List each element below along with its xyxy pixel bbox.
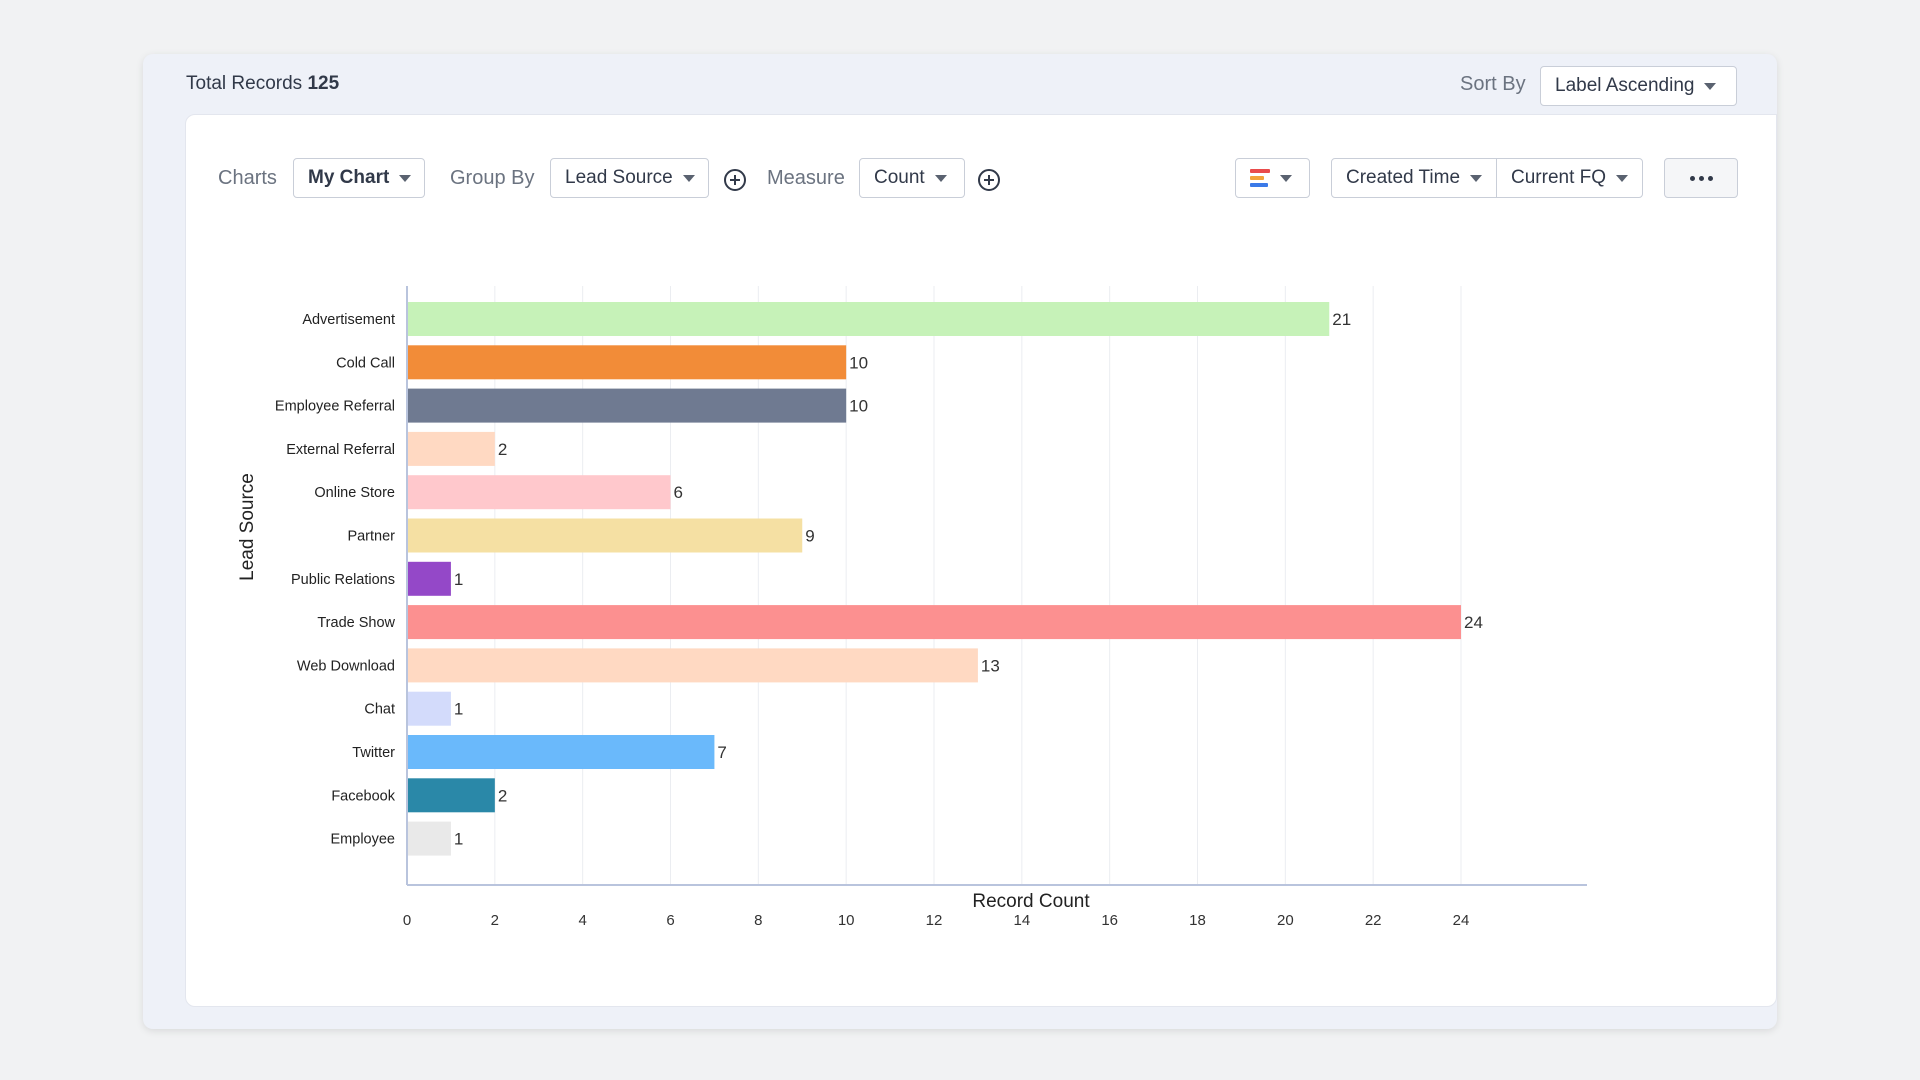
time-period-dropdown[interactable]: Current FQ bbox=[1496, 158, 1643, 198]
chevron-down-icon bbox=[1470, 174, 1483, 182]
x-tick-label: 24 bbox=[1453, 912, 1470, 929]
y-tick-label: Cold Call bbox=[336, 355, 395, 371]
charts-value: My Chart bbox=[308, 167, 390, 188]
group-by-dropdown[interactable]: Lead Source bbox=[550, 158, 709, 198]
chart-panel: Total Records 125 Sort By Label Ascendin… bbox=[143, 54, 1777, 1029]
y-tick-label: External Referral bbox=[286, 442, 395, 458]
bar bbox=[408, 605, 1461, 640]
x-tick-label: 18 bbox=[1189, 912, 1206, 929]
panel-header: Total Records 125 Sort By Label Ascendin… bbox=[143, 54, 1777, 114]
bar bbox=[408, 821, 451, 856]
bar bbox=[408, 518, 803, 553]
y-tick-label: Chat bbox=[364, 702, 395, 718]
measure-dropdown[interactable]: Count bbox=[859, 158, 965, 198]
data-label: 9 bbox=[805, 527, 814, 546]
x-tick-label: 22 bbox=[1365, 912, 1382, 929]
data-label: 7 bbox=[717, 743, 726, 762]
chart-card: Charts My Chart Group By Lead Source Mea… bbox=[185, 114, 1777, 1007]
data-label: 10 bbox=[849, 397, 868, 416]
y-tick-label: Employee bbox=[331, 832, 395, 848]
bar bbox=[408, 475, 671, 510]
measure-value: Count bbox=[874, 167, 925, 188]
total-records-value: 125 bbox=[307, 73, 340, 94]
bar bbox=[408, 691, 451, 726]
x-axis-title: Record Count bbox=[972, 891, 1090, 912]
chevron-down-icon bbox=[1616, 174, 1629, 182]
y-tick-label: Facebook bbox=[331, 788, 395, 804]
sort-by-label: Sort By bbox=[1460, 73, 1526, 95]
bar bbox=[408, 561, 451, 596]
horizontal-bar-chart-icon bbox=[1250, 169, 1270, 187]
x-tick-label: 2 bbox=[491, 912, 499, 929]
data-label: 1 bbox=[454, 830, 463, 849]
time-field-dropdown[interactable]: Created Time bbox=[1331, 158, 1497, 198]
chevron-down-icon bbox=[1704, 82, 1717, 90]
time-field-value: Created Time bbox=[1346, 167, 1461, 188]
y-tick-label: Trade Show bbox=[317, 615, 395, 631]
more-options-button[interactable] bbox=[1664, 158, 1738, 198]
data-label: 24 bbox=[1464, 613, 1483, 632]
add-group-icon[interactable] bbox=[724, 169, 746, 191]
bar bbox=[408, 735, 715, 769]
chevron-down-icon bbox=[934, 174, 947, 182]
x-tick-label: 0 bbox=[403, 912, 411, 929]
bar bbox=[408, 388, 847, 423]
data-label: 10 bbox=[849, 353, 868, 372]
y-tick-label: Public Relations bbox=[291, 572, 395, 588]
y-tick-label: Twitter bbox=[352, 745, 395, 761]
data-label: 13 bbox=[981, 656, 1000, 675]
bar bbox=[408, 648, 978, 683]
x-tick-label: 14 bbox=[1013, 912, 1030, 929]
bar bbox=[408, 778, 495, 813]
sort-by-value: Label Ascending bbox=[1555, 75, 1695, 96]
x-tick-label: 12 bbox=[926, 912, 943, 929]
chevron-down-icon bbox=[682, 174, 695, 182]
chart-type-dropdown[interactable] bbox=[1235, 158, 1310, 198]
x-tick-label: 6 bbox=[666, 912, 674, 929]
y-tick-label: Partner bbox=[347, 529, 395, 545]
x-tick-label: 10 bbox=[838, 912, 855, 929]
bar bbox=[408, 302, 1330, 336]
data-label: 6 bbox=[674, 483, 683, 502]
x-tick-label: 8 bbox=[754, 912, 762, 929]
group-by-label: Group By bbox=[450, 167, 535, 189]
charts-label: Charts bbox=[218, 167, 277, 189]
data-label: 1 bbox=[454, 570, 463, 589]
chevron-down-icon bbox=[1280, 174, 1292, 182]
sort-by-dropdown[interactable]: Label Ascending bbox=[1540, 66, 1737, 106]
x-tick-label: 4 bbox=[578, 912, 586, 929]
y-tick-label: Online Store bbox=[314, 485, 395, 501]
chevron-down-icon bbox=[399, 174, 412, 182]
x-tick-label: 16 bbox=[1101, 912, 1118, 929]
bar bbox=[408, 431, 495, 466]
more-horizontal-icon bbox=[1679, 175, 1723, 181]
bar bbox=[408, 345, 847, 380]
y-axis-title: Lead Source bbox=[237, 473, 258, 581]
data-label: 2 bbox=[498, 440, 507, 459]
time-period-value: Current FQ bbox=[1511, 167, 1607, 188]
y-tick-label: Web Download bbox=[297, 658, 395, 674]
measure-label: Measure bbox=[767, 167, 845, 189]
total-records: Total Records 125 bbox=[186, 73, 339, 95]
total-records-label: Total Records bbox=[186, 73, 303, 94]
x-tick-label: 20 bbox=[1277, 912, 1294, 929]
charts-dropdown[interactable]: My Chart bbox=[293, 158, 425, 198]
data-label: 21 bbox=[1332, 310, 1351, 329]
data-label: 2 bbox=[498, 786, 507, 805]
add-measure-icon[interactable] bbox=[978, 169, 1000, 191]
y-tick-label: Employee Referral bbox=[275, 399, 395, 415]
data-label: 1 bbox=[454, 700, 463, 719]
group-by-value: Lead Source bbox=[565, 167, 673, 188]
y-tick-label: Advertisement bbox=[302, 312, 395, 328]
